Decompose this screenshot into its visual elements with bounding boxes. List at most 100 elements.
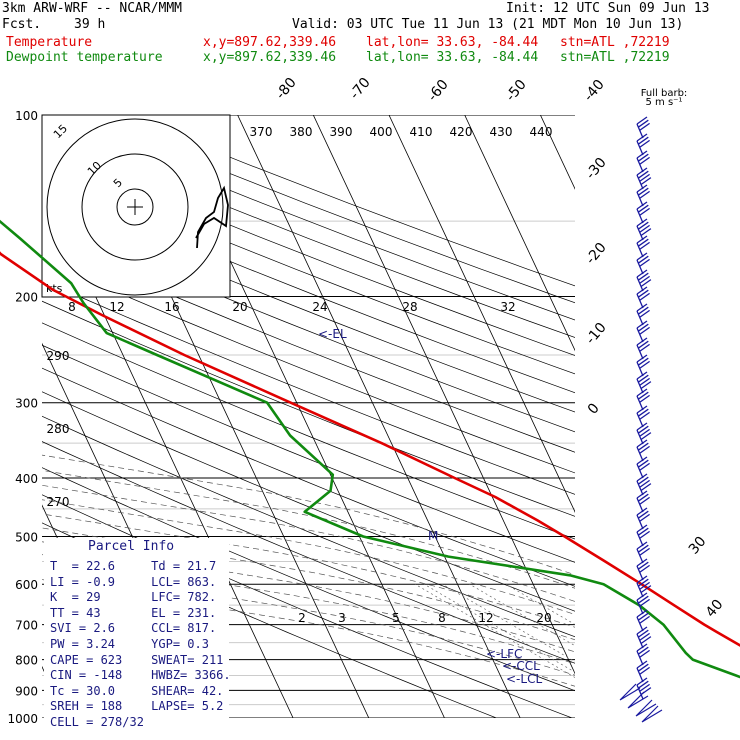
wind-barb-flag <box>637 357 649 366</box>
wind-barb-flag <box>640 279 652 288</box>
wind-barb-flag <box>636 677 648 686</box>
wind-barb-flag <box>637 493 649 502</box>
dew-station: stn=ATL ,72219 <box>560 50 670 65</box>
wind-barb-flag <box>639 445 650 454</box>
wind-barb-flag <box>636 422 648 431</box>
dry-adiabat <box>42 322 575 540</box>
wind-barb-shaft <box>636 480 644 496</box>
dry-adiabat <box>42 391 575 612</box>
pressure-tick-500: 500 <box>15 530 38 544</box>
wind-barb-flag <box>637 629 649 638</box>
dry-adiabat <box>42 279 575 495</box>
parcel-info-title: Parcel Info <box>88 539 175 554</box>
moist-adiabat <box>42 470 575 589</box>
mixratio-label: 32 <box>500 300 515 314</box>
wind-barb-flag <box>637 612 649 621</box>
dry-adiabat <box>42 259 575 474</box>
wind-barb-flag <box>636 337 648 346</box>
init-time: Init: 12 UTC Sun 09 Jun 13 <box>506 1 710 16</box>
wind-barb-shaft <box>636 208 644 224</box>
mixratio-label-lower: 2 <box>298 611 306 625</box>
wind-barb-flag <box>637 595 649 604</box>
wind-barb-shaft <box>636 191 644 207</box>
pressure-tick-800: 800 <box>15 654 38 668</box>
wind-barb-flag <box>637 136 649 145</box>
wind-barb-shaft <box>636 174 644 190</box>
wind-barb-flag <box>637 459 649 468</box>
wind-barb-flag <box>640 177 652 186</box>
wind-barb-flag <box>639 615 650 624</box>
wind-barb-flag <box>639 173 650 182</box>
wind-barb-flag <box>636 524 648 533</box>
wind-barb-flag <box>639 649 650 658</box>
mixing-ratio-line <box>469 583 575 647</box>
mixratio-label-lower: 20 <box>536 611 551 625</box>
wind-barb-flag <box>640 381 652 390</box>
wind-barb-shaft <box>636 276 644 292</box>
isotherm-line <box>237 115 521 718</box>
temp-xy: x,y=897.62,339.46 <box>203 35 337 50</box>
wind-barb-shaft <box>636 633 644 649</box>
mixratio-label: 8 <box>68 300 76 314</box>
dry-adiabat <box>42 182 575 394</box>
temp-latlon: lat,lon= 33.63, -84.44 <box>366 35 539 50</box>
wind-barb-flag <box>639 309 650 318</box>
wind-barb-flag <box>640 636 652 645</box>
dry-adiabat <box>42 467 575 692</box>
wind-barb-shaft <box>636 395 644 411</box>
wind-barb-flag <box>637 476 649 485</box>
wind-barb-flag <box>636 456 648 465</box>
isotherm-label: -20 <box>583 240 610 268</box>
pressure-tick-100: 100 <box>15 109 38 123</box>
wind-barb-flag <box>637 187 649 196</box>
wind-barb-flag <box>636 490 648 499</box>
lcl-marker: <-LCL <box>506 672 542 686</box>
wind-barb-flag <box>636 218 648 227</box>
mixing-ratio-line <box>414 583 575 678</box>
mixratio-label-lower: 12 <box>478 611 493 625</box>
theta-label: 380 <box>290 125 313 139</box>
wind-barb-flag <box>636 235 648 244</box>
wind-barb-shaft <box>636 565 644 581</box>
temp-station: stn=ATL ,72219 <box>560 35 670 50</box>
wind-barb-flag <box>637 221 649 230</box>
wind-barb-flag <box>637 255 649 264</box>
model-title: 3km ARW-WRF -- NCAR/MMM <box>2 1 183 16</box>
isotherm-line <box>616 115 740 718</box>
wind-barb-flag <box>637 289 649 298</box>
lfc-marker: <-LFC <box>486 647 522 661</box>
wind-barb-flag <box>637 442 649 451</box>
wind-barb-flag <box>639 632 650 641</box>
ccl-marker: <-CCL <box>502 659 540 673</box>
wind-barb-shaft <box>636 157 644 173</box>
wind-barb-flag <box>639 581 650 590</box>
parcel-info-row: TT = 43 EL = 231. <box>50 605 217 620</box>
wind-barb-low <box>635 699 657 717</box>
wind-barb-flag <box>639 360 650 369</box>
mixing-ratio-line <box>424 583 575 673</box>
isotherm-line <box>388 115 575 513</box>
wind-barb-flag <box>637 323 649 332</box>
parcel-info-row: SREH = 188 LAPSE= 5.2 <box>50 699 224 714</box>
wind-barb-flag <box>639 666 650 675</box>
theta-e-label: 290 <box>47 349 70 363</box>
wind-barb-flag <box>637 663 649 672</box>
wind-barb-shaft <box>636 429 644 445</box>
wind-barb-flag <box>640 483 652 492</box>
wind-barb-flag <box>639 530 650 539</box>
wind-barb-flag <box>640 432 652 441</box>
mixratio-label: 24 <box>312 300 327 314</box>
wind-barb-flag <box>639 241 650 250</box>
wind-barb-flag <box>640 228 652 237</box>
wind-barb-shaft <box>636 344 644 360</box>
mixratio-label: 20 <box>232 300 247 314</box>
wind-barb-flag <box>636 507 648 516</box>
forecast-hour: 39 h <box>74 17 106 32</box>
wind-barb-low <box>641 705 663 723</box>
hodograph-trace <box>195 185 229 249</box>
wind-barb-shaft <box>636 225 644 241</box>
dry-adiabat <box>42 146 575 356</box>
wind-barb-shaft <box>636 582 644 598</box>
